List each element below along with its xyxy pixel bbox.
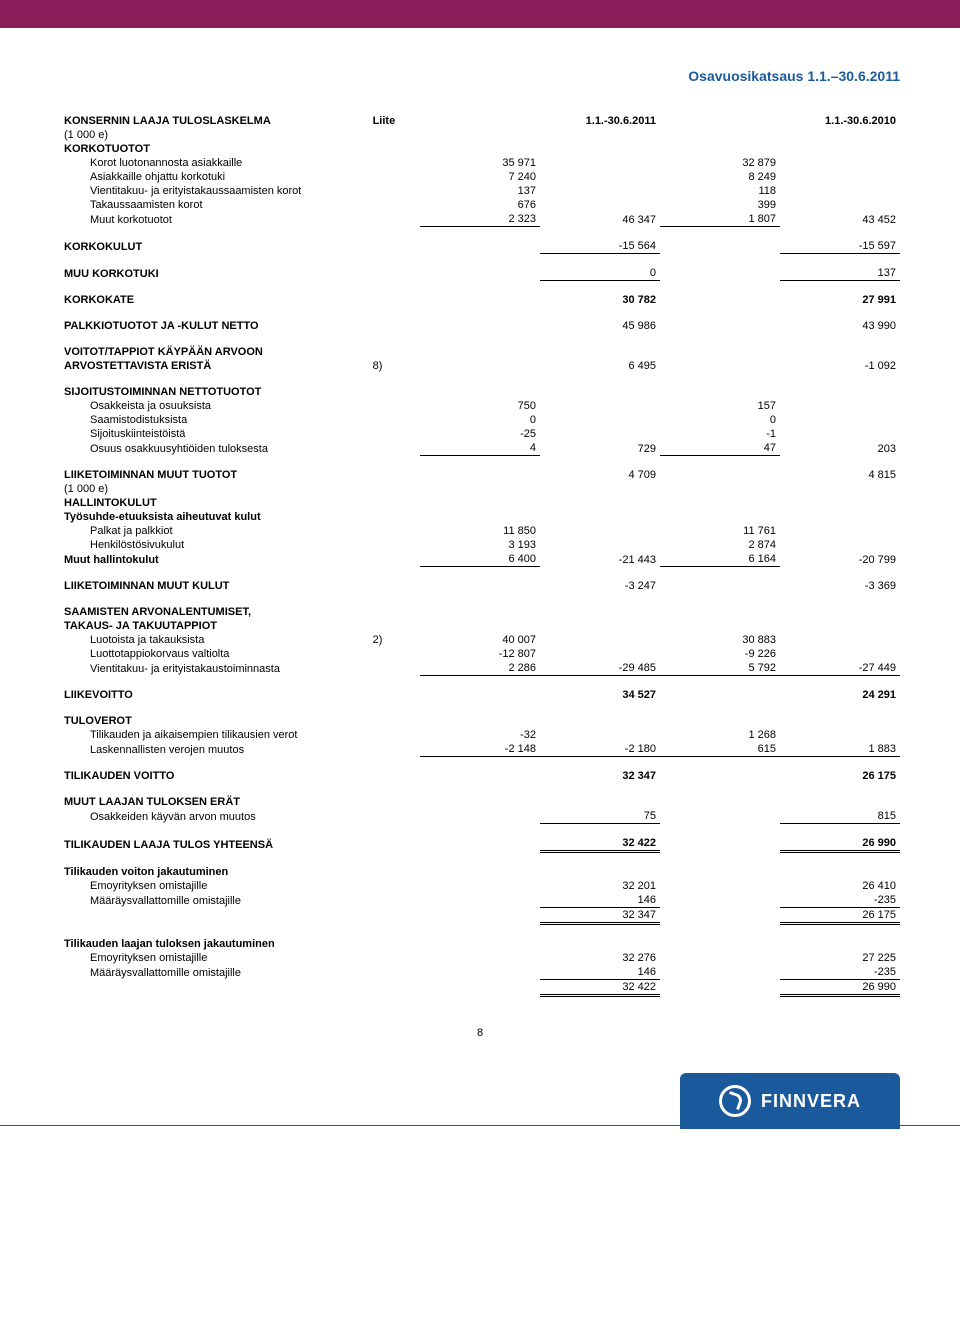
table-row: LIIKETOIMINNAN MUUT TUOTOT4 7094 815 [60,468,900,482]
table-row: Emoyrityksen omistajille32 20126 410 [60,879,900,893]
table-row: Luottotappiokorvaus valtiolta-12 807-9 2… [60,647,900,661]
table-row: Muut korkotuotot2 32346 3471 80743 452 [60,212,900,227]
table-row: KORKOKATE30 78227 991 [60,293,900,307]
table-row: Osakkeista ja osuuksista750157 [60,399,900,413]
table-row: Muut hallintokulut6 400-21 4436 164-20 7… [60,552,900,567]
col-period-prior: 1.1.-30.6.2010 [780,114,900,128]
table-row: Vientitakuu- ja erityistakaussaamisten k… [60,184,900,198]
brand-logo-icon [719,1085,751,1117]
table-row: Emoyrityksen omistajille32 27627 225 [60,951,900,965]
document-subtitle: Osavuosikatsaus 1.1.–30.6.2011 [60,68,900,84]
table-row: LIIKEVOITTO34 52724 291 [60,688,900,702]
section-heading: KORKOTUOTOT [60,142,369,156]
section-heading: VOITOT/TAPPIOT KÄYPÄÄN ARVOON [60,345,369,359]
unit-label: (1 000 e) [60,128,369,142]
table-row: KORKOKULUT-15 564-15 597 [60,239,900,254]
table-row: Asiakkaille ohjattu korkotuki7 2408 249 [60,170,900,184]
table-row: TILIKAUDEN VOITTO32 34726 175 [60,769,900,783]
section-heading: HALLINTOKULUT [60,496,369,510]
table-title: KONSERNIN LAAJA TULOSLASKELMA [60,114,369,128]
section-heading: SIJOITUSTOIMINNAN NETTOTUOTOT [60,385,369,399]
table-row: Laskennallisten verojen muutos-2 148-2 1… [60,742,900,757]
table-row: 32 42226 990 [60,980,900,996]
table-row: Tilikauden ja aikaisempien tilikausien v… [60,728,900,742]
table-row: MUU KORKOTUKI0137 [60,266,900,281]
footer-divider [0,1125,960,1126]
page-content: Osavuosikatsaus 1.1.–30.6.2011 KONSERNIN… [0,28,960,1059]
table-row: Osakkeiden käyvän arvon muutos75815 [60,809,900,824]
table-row: Palkat ja palkkiot11 85011 761 [60,524,900,538]
section-heading: TULOVEROT [60,714,369,728]
brand-name: FINNVERA [761,1091,861,1112]
table-row: Takaussaamisten korot676399 [60,198,900,212]
table-row: Saamistodistuksista00 [60,413,900,427]
section-heading: SAAMISTEN ARVONALENTUMISET, [60,605,369,619]
section-heading: MUUT LAAJAN TULOKSEN ERÄT [60,795,369,809]
footer: FINNVERA [0,1069,960,1129]
table-row: Määräysvallattomille omistajille146-235 [60,893,900,908]
table-row: PALKKIOTUOTOT JA -KULUT NETTO45 98643 99… [60,319,900,333]
section-subheading: Työsuhde-etuuksista aiheutuvat kulut [60,510,369,524]
section-heading: TAKAUS- JA TAKUUTAPPIOT [60,619,369,633]
table-row: Luotoista ja takauksista2)40 00730 883 [60,633,900,647]
page-number: 8 [60,997,900,1039]
table-row: Henkilöstösivukulut3 1932 874 [60,538,900,552]
top-bar [0,0,960,28]
col-note-header: Liite [369,114,420,128]
col-period-current: 1.1.-30.6.2011 [540,114,660,128]
table-row: Määräysvallattomille omistajille146-235 [60,965,900,980]
section-heading: Tilikauden voiton jakautuminen [60,865,369,879]
table-row: Korot luotonannosta asiakkaille35 97132 … [60,156,900,170]
unit-label: (1 000 e) [60,482,369,496]
income-statement-table: KONSERNIN LAAJA TULOSLASKELMA Liite 1.1.… [60,114,900,997]
table-row: TILIKAUDEN LAAJA TULOS YHTEENSÄ32 42226 … [60,836,900,852]
table-row: Vientitakuu- ja erityistakaustoiminnasta… [60,661,900,676]
table-row: Sijoituskiinteistöistä-25-1 [60,427,900,441]
table-row: ARVOSTETTAVISTA ERISTÄ8)6 495-1 092 [60,359,900,373]
table-row: LIIKETOIMINNAN MUUT KULUT-3 247-3 369 [60,579,900,593]
section-heading: Tilikauden laajan tuloksen jakautuminen [60,937,369,951]
table-row: Osuus osakkuusyhtiöiden tuloksesta472947… [60,441,900,456]
brand-tab: FINNVERA [680,1073,900,1129]
table-row: 32 34726 175 [60,908,900,924]
